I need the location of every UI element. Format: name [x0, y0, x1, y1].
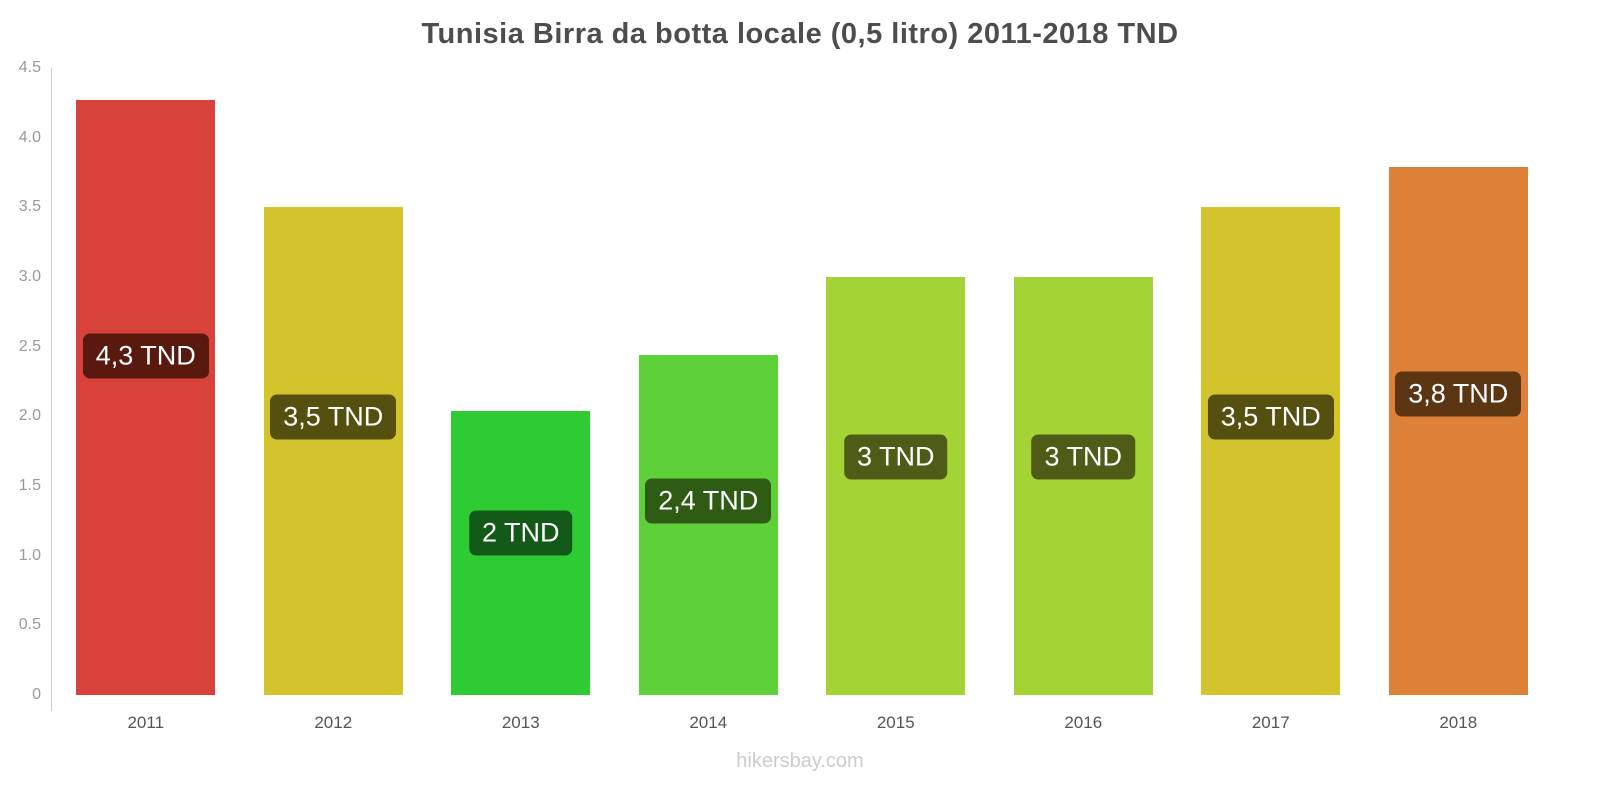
value-label-2017: 3,5 TND	[1207, 394, 1334, 440]
y-tick-label: 2.0	[18, 407, 41, 425]
value-label-2012: 3,5 TND	[270, 394, 397, 440]
y-tick-label: 4.5	[18, 59, 41, 76]
value-label-2015: 3 TND	[843, 434, 948, 480]
bar-2018: 3,8 TND	[1388, 166, 1528, 695]
y-tick-label: 1.0	[18, 546, 41, 564]
y-tick-label: 0.5	[18, 616, 41, 634]
x-tick-label-2012: 2012	[314, 713, 353, 732]
value-label-2016: 3 TND	[1031, 434, 1136, 480]
x-tick-label-2015: 2015	[876, 713, 915, 732]
bar-2011: 4,3 TND	[76, 100, 216, 695]
plot-area: 4,3 TND 3,5 TND 2 TND 2,4 TND 3 TND 3 TND 3,5 …	[52, 68, 1552, 695]
bar-2012: 3,5 TND	[263, 207, 403, 695]
y-tick-label: 3.0	[18, 268, 41, 285]
chart-title: Tunisia Birra da botta locale (0,5 litro…	[421, 18, 1179, 50]
y-tick-label: 4.0	[18, 128, 41, 146]
value-label-2018: 3,8 TND	[1395, 371, 1522, 417]
y-tick-label: 0	[32, 686, 41, 703]
x-tick-label-2013: 2013	[501, 713, 540, 732]
bar-2013: 2 TND	[451, 410, 591, 695]
x-tick-label-2011: 2011	[127, 713, 165, 732]
watermark: hikersbay.com	[736, 750, 864, 772]
x-axis-labels: 2011 2012 2013 2014 2015 2016 2017 2018	[52, 695, 1552, 735]
y-tick-label: 3.5	[18, 198, 41, 216]
x-tick-label-2017: 2017	[1251, 713, 1290, 732]
bar-2017: 3,5 TND	[1201, 207, 1341, 695]
value-label-2011: 4,3 TND	[82, 333, 209, 379]
bar-2014: 2,4 TND	[638, 355, 778, 695]
x-tick-label-2016: 2016	[1064, 713, 1103, 732]
bar-2016: 3 TND	[1013, 277, 1153, 695]
value-label-2013: 2 TND	[468, 510, 573, 556]
x-tick-label-2018: 2018	[1439, 713, 1478, 732]
y-axis-line	[51, 68, 52, 711]
y-tick-label: 2.5	[18, 337, 41, 355]
y-axis: 0 0.5 1.0 1.5 2.0 2.5 3.0 3.5 4.0 4.5	[0, 59, 45, 703]
value-label-2014: 2,4 TND	[645, 478, 772, 524]
bar-2015: 3 TND	[826, 277, 966, 695]
y-tick-label: 1.5	[18, 477, 41, 494]
x-tick-label-2014: 2014	[689, 713, 728, 732]
